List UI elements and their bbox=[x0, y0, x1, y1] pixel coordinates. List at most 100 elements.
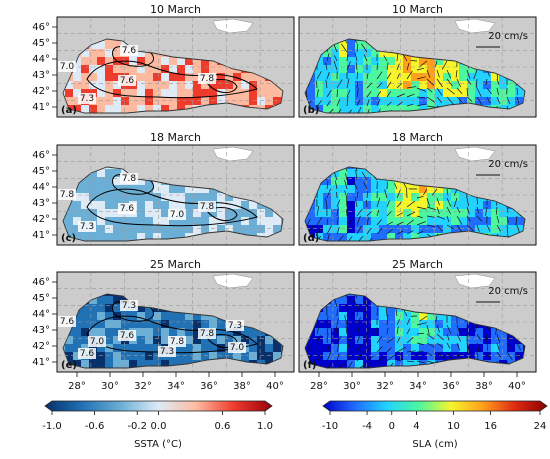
longitude-tick-label: 30° bbox=[101, 381, 119, 392]
contour-label: 7.3 bbox=[122, 301, 136, 311]
coastline bbox=[304, 293, 526, 369]
panel-frame bbox=[298, 16, 537, 118]
latitude-tick-label: 41° bbox=[32, 357, 50, 368]
longitude-tick-label: 34° bbox=[409, 381, 427, 392]
panel-frame bbox=[56, 144, 295, 246]
colorbar-tick-label: 24 bbox=[534, 421, 547, 432]
contour-label: 7.3 bbox=[160, 347, 174, 357]
contour-label: 7.0 bbox=[60, 62, 75, 72]
ssta-panel-10-march: 10 March (a) 7.6 7.0 7.6 7.8 7.3 bbox=[56, 3, 295, 118]
sla-colorbar-body bbox=[322, 400, 548, 412]
ssta-panel-25-march: 25 March(e)7.37.67.6 7.87.67.87.37.07.07.… bbox=[56, 258, 295, 373]
latitude-tick-label: 41° bbox=[32, 230, 50, 241]
contour-label: 7.0 bbox=[90, 337, 105, 347]
panel-title: 10 March bbox=[150, 3, 201, 16]
graticule bbox=[57, 17, 294, 117]
crimea-land bbox=[417, 284, 455, 312]
contour-label: 7.0 bbox=[170, 210, 185, 220]
latitude-tick-label: 43° bbox=[32, 70, 50, 81]
panel-label: (e) bbox=[61, 360, 77, 371]
panel-label: (d) bbox=[303, 233, 319, 244]
ssta-colorbar-body bbox=[44, 400, 273, 412]
longitude-tick-label: 38° bbox=[233, 381, 251, 392]
longitude-tick-label: 32° bbox=[376, 381, 394, 392]
crimea-land bbox=[175, 157, 213, 185]
sla-panel-18-march: 18 March (d) 20 cm/s bbox=[298, 131, 537, 246]
panel-title: 18 March bbox=[150, 131, 201, 144]
colorbar-tick-label: -4 bbox=[362, 421, 372, 432]
longitude-tick-label: 38° bbox=[475, 381, 493, 392]
panel-frame bbox=[56, 271, 295, 373]
panel-label: (a) bbox=[61, 105, 77, 116]
contour-label: 7.6 bbox=[80, 349, 95, 359]
latitude-tick-label: 44° bbox=[32, 309, 50, 320]
latitude-tick-label: 44° bbox=[32, 54, 50, 65]
latitude-tick-label: 42° bbox=[32, 214, 50, 225]
sea-of-azov-mask bbox=[212, 273, 254, 289]
contour-label: 7.8 bbox=[122, 174, 137, 184]
sea-of-azov-mask bbox=[454, 146, 496, 162]
panel-label: (b) bbox=[303, 105, 319, 116]
latitude-tick-label: 44° bbox=[32, 182, 50, 193]
colorbar-tick-label: 16 bbox=[484, 421, 497, 432]
latitude-tick-labels: 46° 45° 44° 43° 42° 41° 46° 45° 44° 43° 42° 41° 46° 4… bbox=[32, 22, 57, 368]
longitude-tick-label: 36° bbox=[442, 381, 460, 392]
longitude-tick-label: 28° bbox=[68, 381, 86, 392]
longitude-tick-label: 40° bbox=[508, 381, 526, 392]
coastline bbox=[304, 166, 526, 242]
vector-scale-label: 20 cm/s bbox=[488, 286, 528, 297]
coastline bbox=[62, 166, 284, 242]
latitude-tick-label: 41° bbox=[32, 102, 50, 113]
sla-panel-10-march: 10 March (b) 20 cm/s bbox=[298, 3, 537, 118]
latitude-tick-label: 43° bbox=[32, 198, 50, 209]
contour-label: 7.6 bbox=[60, 317, 75, 327]
latitude-tick-label: 46° bbox=[32, 277, 50, 288]
panel-frame bbox=[56, 16, 295, 118]
crimea-land bbox=[417, 29, 455, 57]
longitude-tick-label: 30° bbox=[343, 381, 361, 392]
contour-label: 7.8 bbox=[200, 329, 215, 339]
contour-label: 7.6 bbox=[120, 331, 135, 341]
graticule bbox=[299, 17, 536, 117]
contour-label: 7.6 bbox=[120, 76, 135, 86]
latitude-tick-label: 46° bbox=[32, 150, 50, 161]
contour-label: 7.8 bbox=[200, 74, 215, 84]
contour-label: 7.3 bbox=[228, 321, 242, 331]
longitude-tick-label: 40° bbox=[266, 381, 284, 392]
panel-frame bbox=[298, 271, 537, 373]
sla-colorbar: -10 -4 0 4 10 16 24 SLA (cm) bbox=[322, 400, 548, 450]
panel-title: 25 March bbox=[150, 258, 201, 271]
contour-label: 7.8 bbox=[60, 190, 75, 200]
latitude-tick-label: 43° bbox=[32, 325, 50, 336]
colorbar-tick-label: 1.0 bbox=[257, 421, 273, 432]
contour-label: 7.0 bbox=[230, 343, 245, 353]
panel-label: (f) bbox=[303, 360, 317, 371]
contour-label: 7.3 bbox=[80, 222, 94, 232]
crimea-land bbox=[175, 284, 213, 312]
colorbar-tick-label: 0.0 bbox=[151, 421, 167, 432]
longitude-tick-label: 36° bbox=[200, 381, 218, 392]
sla-panel-25-march: 25 March (f) 20 cm/s bbox=[298, 258, 537, 373]
colorbar-tick-label: 0 bbox=[389, 421, 395, 432]
contour-label: 7.8 bbox=[200, 202, 215, 212]
coastline bbox=[62, 293, 284, 369]
graticule bbox=[299, 272, 536, 372]
contour-label: 7.8 bbox=[170, 337, 185, 347]
latitude-tick-label: 45° bbox=[32, 38, 50, 49]
colorbar-tick-label: -1.0 bbox=[42, 421, 62, 432]
panel-title: 18 March bbox=[392, 131, 443, 144]
latitude-tick-label: 46° bbox=[32, 22, 50, 33]
panel-label: (c) bbox=[61, 233, 76, 244]
panel-title: 10 March bbox=[392, 3, 443, 16]
ssta-panel-18-march: 18 March (c) 7.8 7.8 7.6 7.8 7.3 7.0 bbox=[56, 131, 295, 246]
panel-title: 25 March bbox=[392, 258, 443, 271]
latitude-tick-label: 45° bbox=[32, 293, 50, 304]
sea-of-azov-mask bbox=[212, 146, 254, 162]
latitude-tick-label: 42° bbox=[32, 86, 50, 97]
vector-scale-label: 20 cm/s bbox=[488, 159, 528, 170]
vector-scale-label: 20 cm/s bbox=[488, 31, 528, 42]
contour-label: 7.6 bbox=[120, 204, 135, 214]
sla-colorbar-label: SLA (cm) bbox=[412, 439, 457, 450]
latitude-tick-label: 45° bbox=[32, 166, 50, 177]
longitude-tick-labels: 28° 30° 32° 34° 36° 38° 40° 28° 30° 32° 34° 36° 38° 4… bbox=[68, 372, 526, 392]
